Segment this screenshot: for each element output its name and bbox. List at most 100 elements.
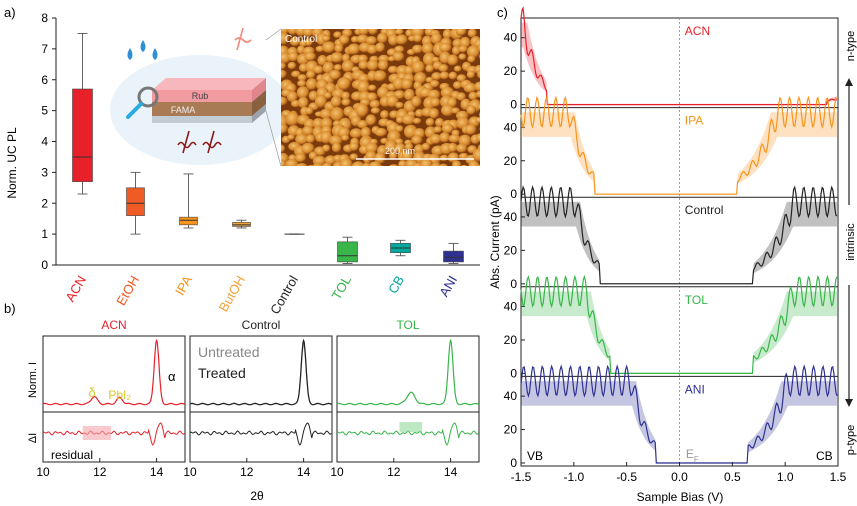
sts-panel-label: Control [685, 203, 724, 217]
afm-grain [411, 95, 422, 108]
fermi-label: E [686, 447, 694, 461]
afm-grain [369, 161, 382, 166]
afm-grain [394, 29, 404, 35]
afm-grain [394, 45, 405, 54]
afm-grain [281, 62, 287, 70]
xrd-panel-frame [42, 335, 186, 463]
afm-grain [388, 34, 399, 46]
afm-grain [401, 78, 414, 90]
untreated-label: Untreated [198, 344, 259, 360]
panel-b-ylabel-top: Norm. I [27, 362, 39, 398]
afm-grain [355, 103, 369, 118]
category-label-tol: TOL [329, 273, 355, 302]
afm-grain [295, 153, 307, 163]
panel-b-xlabel: 2θ [250, 489, 264, 503]
afm-grain [357, 119, 369, 129]
delta-label: δ [88, 385, 95, 400]
x-tick-label: 10 [183, 465, 197, 479]
afm-grain [360, 126, 372, 139]
doping-arrow: n-type intrinsic p-type [845, 31, 857, 455]
afm-grain [458, 53, 467, 61]
xrd-trace-tol [336, 338, 480, 406]
afm-grain [287, 134, 296, 141]
category-label-control: Control [267, 273, 301, 317]
afm-grain [389, 151, 398, 160]
box-body [337, 241, 358, 263]
afm-grain [281, 32, 290, 45]
sts-trace [520, 5, 838, 106]
afm-grain [466, 105, 477, 115]
y-tick-label: 40 [504, 210, 518, 224]
afm-grain [429, 79, 440, 88]
substrate-layer [152, 116, 252, 123]
y-tick-label: 5 [41, 104, 48, 118]
afm-grain [430, 97, 441, 108]
xrd-panel-title: TOL [396, 318, 419, 332]
afm-grain [428, 108, 440, 119]
pbi2-label: PbI₂ [108, 388, 131, 402]
afm-grain [322, 144, 331, 153]
y-tick-label: 0 [41, 258, 48, 272]
afm-grain [322, 41, 336, 54]
afm-grain [388, 164, 399, 166]
y-tick-label: 0 [510, 98, 517, 112]
xrd-residual-trace [189, 422, 332, 446]
afm-grain [365, 142, 379, 154]
afm-grain [448, 71, 458, 80]
afm-grain [425, 64, 435, 73]
afm-grain [431, 72, 443, 81]
afm-grain [452, 160, 462, 166]
box-butoh [232, 219, 251, 229]
afm-grain [466, 70, 476, 79]
y-tick-label: 2 [41, 196, 48, 210]
afm-grain [439, 132, 451, 143]
afm-grain [333, 64, 343, 71]
panel-b-ylabel-bottom: ΔI [27, 433, 39, 443]
box-body [126, 187, 145, 216]
afm-grain [370, 107, 381, 114]
y-tick-label: 8 [41, 11, 48, 25]
x-tick-label: -1.5 [511, 470, 532, 484]
afm-grain [305, 107, 314, 115]
xrd-panel-frame [189, 335, 333, 463]
afm-grain [341, 91, 351, 101]
afm-grain [404, 65, 415, 76]
afm-grain [412, 117, 422, 125]
afm-grain [439, 154, 449, 162]
sts-panel-control: 0 20 40 Control [504, 184, 838, 291]
afm-grain [398, 160, 408, 166]
y-tick-label: 40 [504, 389, 518, 403]
sts-trace [520, 274, 838, 374]
fermi-label-sub: F [694, 455, 699, 464]
y-tick-label: 3 [41, 165, 48, 179]
xrd-trace-treated [189, 338, 333, 406]
x-tick-label: -0.5 [616, 470, 637, 484]
afm-grain [306, 78, 318, 91]
rub-layer-top [152, 78, 266, 90]
afm-grain [305, 134, 316, 144]
xrd-trace-acn [42, 338, 186, 406]
x-tick-label: 0.5 [724, 470, 741, 484]
afm-grain [421, 142, 431, 151]
afm-grain [330, 95, 342, 108]
afm-grain [328, 69, 342, 80]
afm-grain [412, 44, 424, 54]
afm-grain [334, 43, 344, 53]
afm-grain [472, 148, 480, 162]
afm-grain [341, 134, 350, 142]
afm-grain [313, 65, 324, 75]
afm-grain [387, 65, 399, 74]
afm-grain [395, 101, 404, 109]
afm-grain [468, 91, 478, 101]
rub-layer [152, 90, 252, 102]
afm-grain [297, 74, 308, 82]
afm-grain [479, 112, 480, 118]
afm-grain [467, 29, 478, 38]
x-tick-label: 1.5 [830, 470, 847, 484]
x-tick-label: 14 [444, 465, 458, 479]
afm-grain [456, 92, 467, 101]
afm-grain [377, 32, 388, 44]
afm-grain [420, 158, 433, 166]
sts-panel-ipa: 0 20 40 IPA [504, 95, 838, 201]
